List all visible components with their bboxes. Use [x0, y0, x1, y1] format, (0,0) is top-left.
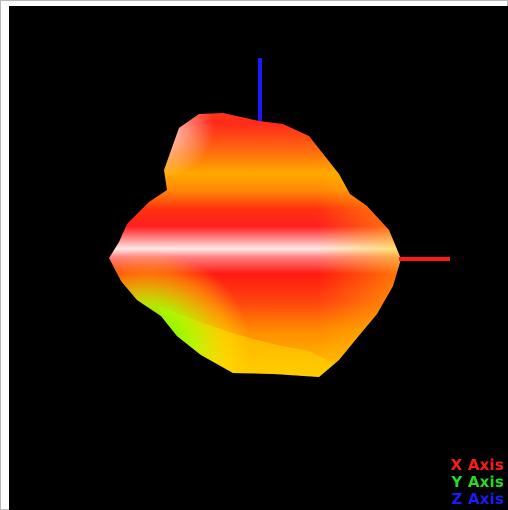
y-axis-label: Y Axis — [451, 473, 504, 491]
surface-mesh — [109, 113, 401, 377]
3d-viewport[interactable]: X Axis Y Axis Z Axis — [9, 6, 508, 510]
3d-scene[interactable] — [9, 6, 508, 510]
z-axis-label: Z Axis — [451, 490, 504, 508]
x-axis-label: X Axis — [450, 456, 504, 474]
axis-legend: X Axis Y Axis Z Axis — [451, 457, 504, 508]
